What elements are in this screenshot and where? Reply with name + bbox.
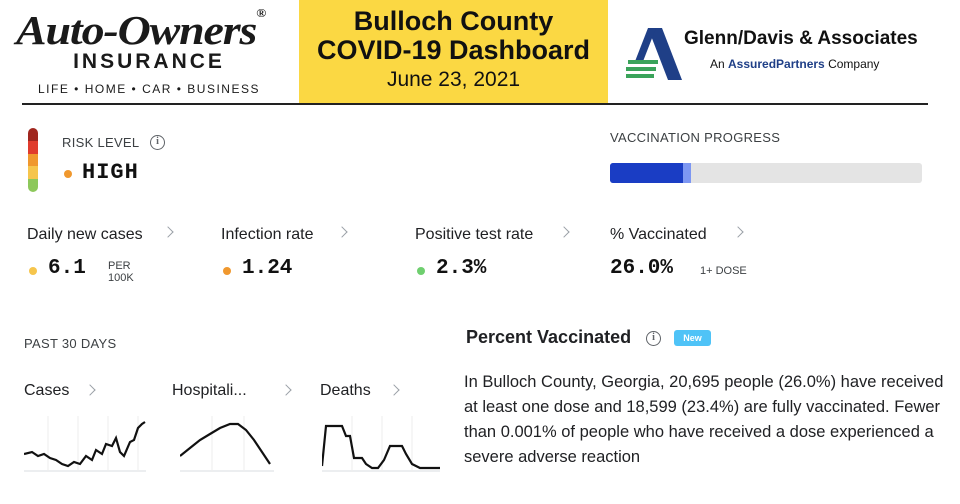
chevron-right-icon[interactable] bbox=[732, 226, 744, 238]
sparkline-cases-label[interactable]: Cases bbox=[24, 382, 70, 399]
metric-daily-new-cases-value: 6.1 bbox=[48, 257, 86, 280]
dashboard-date: June 23, 2021 bbox=[386, 68, 521, 91]
auto-owners-tagline: LIFE • HOME • CAR • BUSINESS bbox=[38, 82, 260, 96]
auto-owners-logo: Auto-Owners® INSURANCE LIFE • HOME • CAR… bbox=[0, 0, 298, 104]
metric-infection-rate-label[interactable]: Infection rate bbox=[221, 226, 314, 243]
risk-info-icon[interactable]: i bbox=[150, 135, 165, 150]
glenn-davis-subtitle: An AssuredPartners Company bbox=[710, 57, 879, 71]
vaccination-progress-bar bbox=[610, 163, 922, 183]
metric-daily-new-cases-unit: PER 100K bbox=[108, 260, 134, 284]
chevron-right-icon[interactable] bbox=[84, 384, 96, 396]
vaccination-fully-fill bbox=[610, 163, 683, 183]
risk-scale-segment bbox=[28, 153, 38, 167]
risk-level-dot bbox=[64, 170, 72, 178]
glenn-davis-name: Glenn/Davis & Associates bbox=[684, 28, 918, 49]
metric-positive-test-rate-label[interactable]: Positive test rate bbox=[415, 226, 534, 243]
glenn-davis-mark-icon bbox=[626, 28, 682, 80]
chevron-right-icon[interactable] bbox=[336, 226, 348, 238]
new-badge: New bbox=[674, 330, 711, 346]
unit-line-2: 100K bbox=[108, 272, 134, 284]
percent-vaccinated-title: Percent Vaccinated bbox=[466, 327, 632, 347]
sub-suffix: Company bbox=[824, 57, 880, 71]
sparkline-cases[interactable] bbox=[24, 416, 146, 472]
metric-infection-rate-dot bbox=[223, 267, 231, 275]
sparkline-deaths[interactable] bbox=[322, 416, 440, 472]
sub-prefix: An bbox=[710, 57, 729, 71]
chevron-right-icon[interactable] bbox=[558, 226, 570, 238]
auto-owners-subtitle: INSURANCE bbox=[73, 50, 225, 73]
glenn-davis-logo: Glenn/Davis & Associates An AssuredPartn… bbox=[608, 0, 960, 104]
sparkline-hospitalizations[interactable] bbox=[180, 416, 274, 472]
assured-partners: AssuredPartners bbox=[728, 57, 825, 71]
metric-vaccinated-unit: 1+ DOSE bbox=[700, 265, 747, 277]
metric-vaccinated-value: 26.0% bbox=[610, 257, 674, 280]
dashboard-title-banner: Bulloch County COVID-19 Dashboard June 2… bbox=[299, 0, 608, 104]
chevron-right-icon[interactable] bbox=[388, 384, 400, 396]
sparkline-hospitalizations-label[interactable]: Hospitali... bbox=[172, 382, 247, 399]
auto-owners-brand: Auto-Owners bbox=[16, 7, 257, 53]
percent-vaccinated-info-icon[interactable]: i bbox=[646, 331, 661, 346]
risk-level-value: HIGH bbox=[82, 160, 139, 185]
header-divider bbox=[22, 103, 928, 105]
chevron-right-icon[interactable] bbox=[162, 226, 174, 238]
risk-scale-segment bbox=[28, 140, 38, 154]
metric-positive-test-rate-value: 2.3% bbox=[436, 257, 487, 280]
sparkline-deaths-label[interactable]: Deaths bbox=[320, 382, 371, 399]
metric-daily-new-cases-dot bbox=[29, 267, 37, 275]
risk-scale-segment bbox=[28, 179, 38, 192]
risk-level-title: RISK LEVEL bbox=[62, 135, 140, 150]
chevron-right-icon[interactable] bbox=[280, 384, 292, 396]
metric-positive-test-rate-dot bbox=[417, 267, 425, 275]
unit-line-1: PER bbox=[108, 260, 131, 272]
metric-vaccinated-label[interactable]: % Vaccinated bbox=[610, 226, 707, 243]
metric-infection-rate-value: 1.24 bbox=[242, 257, 293, 280]
title-dashboard: COVID-19 Dashboard bbox=[316, 35, 591, 65]
past-30-days-title: PAST 30 DAYS bbox=[24, 336, 117, 351]
registered-mark: ® bbox=[256, 6, 266, 20]
vaccination-progress-title: VACCINATION PROGRESS bbox=[610, 130, 781, 145]
percent-vaccinated-description: In Bulloch County, Georgia, 20,695 peopl… bbox=[464, 373, 944, 466]
risk-scale-segment bbox=[28, 128, 38, 141]
title-county: Bulloch County bbox=[353, 6, 554, 36]
risk-scale-segment bbox=[28, 166, 38, 180]
risk-level-scale bbox=[28, 128, 38, 192]
metric-daily-new-cases-label[interactable]: Daily new cases bbox=[27, 226, 143, 243]
